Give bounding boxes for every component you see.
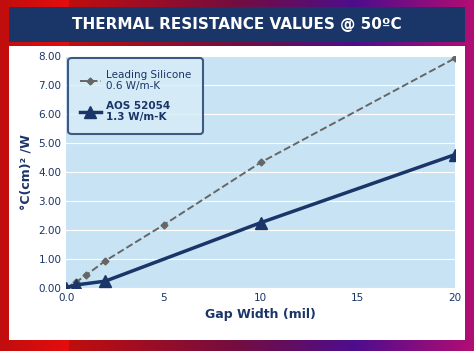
Y-axis label: °C(cm)² /W: °C(cm)² /W bbox=[20, 134, 33, 210]
Legend: Leading Silicone
0.6 W/m-K, AOS 52054
1.3 W/m-K: Leading Silicone 0.6 W/m-K, AOS 52054 1.… bbox=[72, 61, 200, 131]
Text: THERMAL RESISTANCE VALUES @ 50ºC: THERMAL RESISTANCE VALUES @ 50ºC bbox=[72, 17, 402, 32]
X-axis label: Gap Width (mil): Gap Width (mil) bbox=[205, 308, 316, 321]
FancyBboxPatch shape bbox=[0, 5, 474, 44]
FancyBboxPatch shape bbox=[0, 40, 474, 346]
